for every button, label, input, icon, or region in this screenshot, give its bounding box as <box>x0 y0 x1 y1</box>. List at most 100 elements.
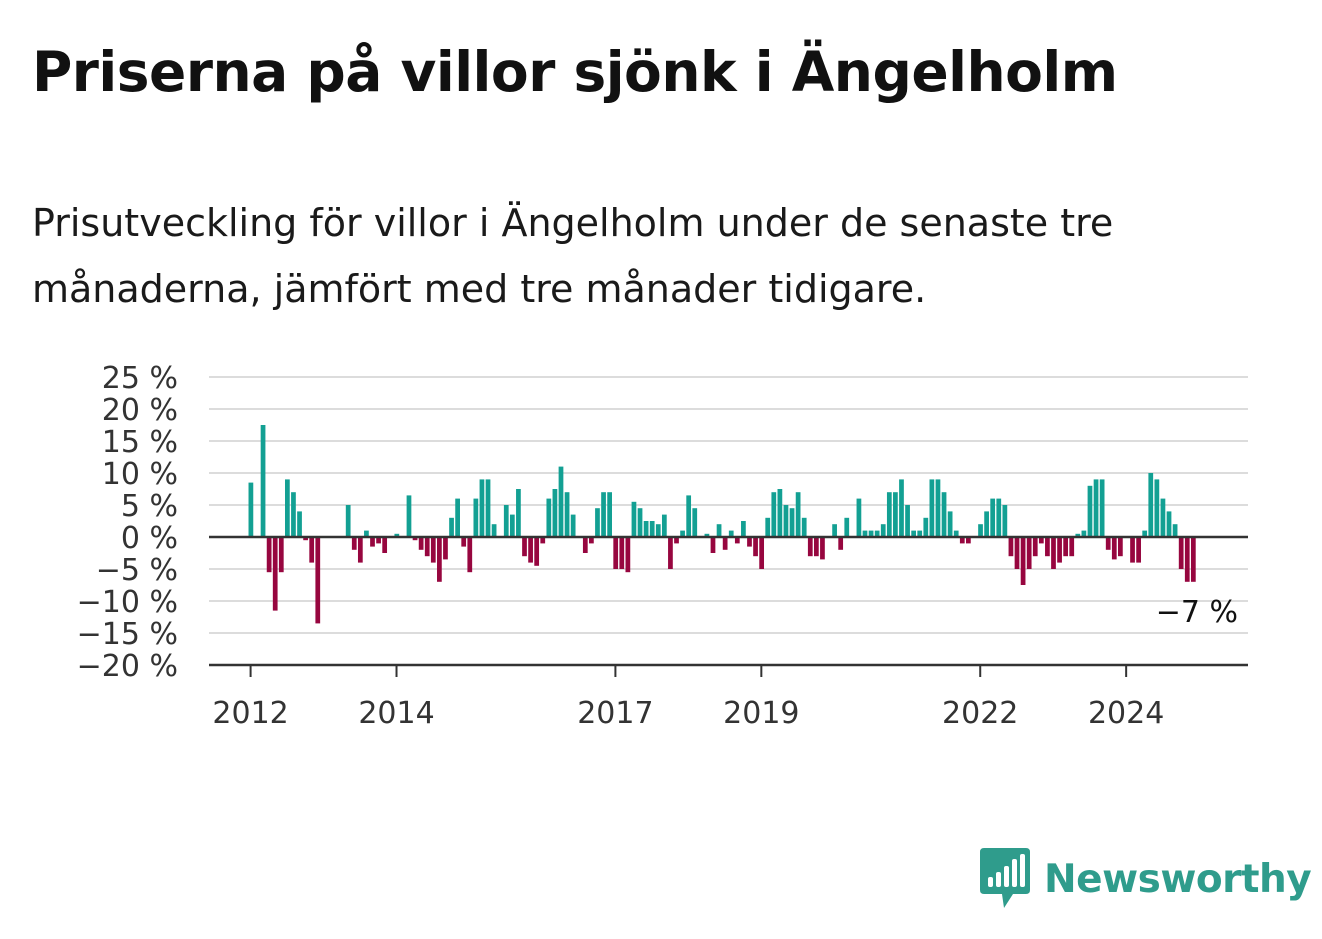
bar <box>820 537 825 560</box>
bar <box>832 524 837 537</box>
bar <box>911 530 917 537</box>
bar <box>613 537 619 569</box>
y-tick-label: −20 % <box>77 649 178 684</box>
bar <box>412 537 418 541</box>
bar <box>862 530 868 537</box>
bar <box>716 524 722 537</box>
bar <box>753 537 758 557</box>
bar <box>430 537 436 563</box>
bar <box>619 537 625 569</box>
bar <box>874 530 880 537</box>
bar <box>929 479 935 537</box>
y-tick-label: 25 % <box>102 361 178 396</box>
bar <box>1051 537 1056 569</box>
bar <box>747 537 752 547</box>
bar <box>1190 537 1196 582</box>
bar <box>661 514 667 537</box>
bar <box>248 482 254 537</box>
bar <box>838 537 844 550</box>
bars <box>248 425 1196 624</box>
bar <box>631 501 637 537</box>
bar <box>558 466 564 537</box>
bar <box>692 508 698 537</box>
newsworthy-logo: Newsworthy <box>980 848 1312 910</box>
bar <box>461 537 467 547</box>
bar <box>607 492 612 537</box>
bar <box>272 537 278 611</box>
bar <box>516 489 521 537</box>
bar <box>1178 537 1184 569</box>
bar <box>540 537 546 544</box>
bar <box>1075 533 1081 537</box>
x-tick-label: 2019 <box>723 696 799 731</box>
bar <box>260 425 266 537</box>
bar <box>589 537 594 544</box>
bar <box>734 537 740 544</box>
bar <box>473 498 479 537</box>
bar <box>923 517 929 537</box>
bar <box>1154 479 1160 537</box>
bar <box>807 537 813 557</box>
bar <box>704 533 710 537</box>
bar <box>291 492 296 537</box>
bar <box>649 521 655 537</box>
bar <box>552 489 558 537</box>
bar <box>601 492 606 537</box>
bar <box>722 537 728 550</box>
bar <box>856 498 862 537</box>
bar <box>1160 498 1166 537</box>
bar <box>625 537 631 573</box>
bar <box>984 511 989 537</box>
bar <box>564 492 570 537</box>
bar <box>893 492 898 537</box>
bar <box>1093 479 1099 537</box>
bar <box>266 537 272 573</box>
bar <box>1069 537 1075 557</box>
bar <box>503 505 509 537</box>
x-tick-label: 2024 <box>1088 696 1164 731</box>
bar <box>1002 505 1008 537</box>
y-tick-label: 5 % <box>121 489 178 524</box>
chart-title: Priserna på villor sjönk i Ängelholm <box>32 40 1118 104</box>
bar <box>364 530 369 537</box>
bar <box>370 537 375 547</box>
bar <box>844 517 850 537</box>
x-tick-label: 2022 <box>942 696 1018 731</box>
bar <box>351 537 357 550</box>
bar <box>315 537 321 624</box>
last-value-label: −7 % <box>1156 595 1238 630</box>
y-tick-label: −10 % <box>77 585 178 620</box>
bar <box>680 530 685 537</box>
axes: 25 %20 %15 %10 %5 %0 %−5 %−10 %−15 %−20 … <box>77 361 1248 731</box>
bar <box>467 537 473 573</box>
bar <box>1026 537 1032 569</box>
bar <box>795 492 801 537</box>
bar <box>424 537 430 557</box>
bar <box>278 537 284 573</box>
x-tick-label: 2012 <box>212 696 288 731</box>
chart-subtitle: Prisutveckling för villor i Ängelholm un… <box>32 201 1114 311</box>
bar <box>1057 537 1062 563</box>
bar <box>643 521 649 537</box>
bar <box>668 537 673 569</box>
bar <box>582 537 588 553</box>
y-tick-label: −5 % <box>96 553 178 588</box>
bar <box>1014 537 1020 569</box>
bar <box>449 517 454 537</box>
bar <box>710 537 716 553</box>
bar <box>1166 511 1172 537</box>
bar <box>1136 537 1141 563</box>
bar <box>443 537 448 560</box>
bar <box>1032 537 1038 557</box>
bar <box>1099 479 1105 537</box>
x-tick-label: 2017 <box>577 696 653 731</box>
bar <box>297 511 302 537</box>
gridlines <box>209 376 1248 634</box>
bar <box>1142 530 1148 537</box>
bar <box>1063 537 1069 557</box>
bar <box>868 530 874 537</box>
bar <box>899 479 904 537</box>
bar <box>437 537 442 582</box>
bar <box>394 533 400 537</box>
